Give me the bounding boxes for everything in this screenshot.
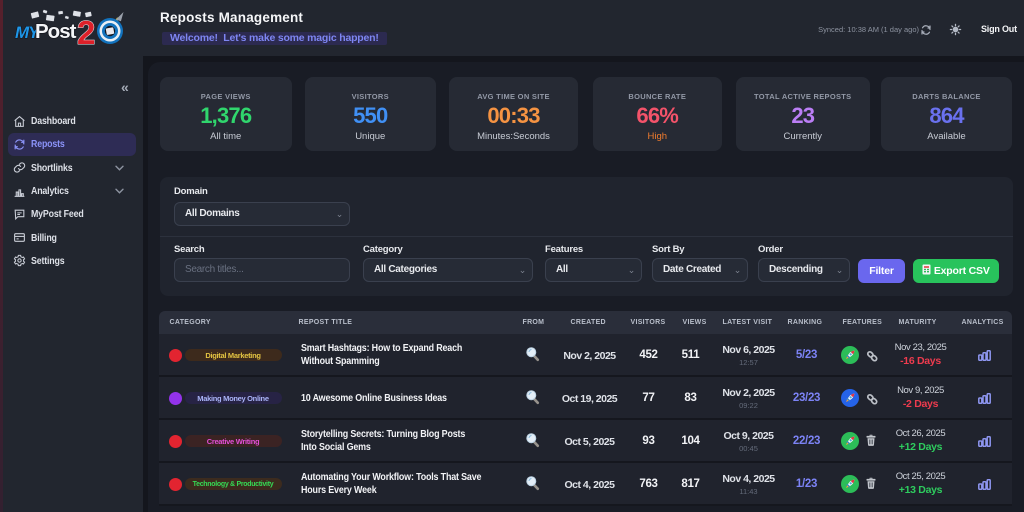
svg-text:MY: MY: [15, 23, 41, 42]
svg-text:Post: Post: [35, 20, 77, 43]
svg-text:2: 2: [77, 14, 95, 51]
